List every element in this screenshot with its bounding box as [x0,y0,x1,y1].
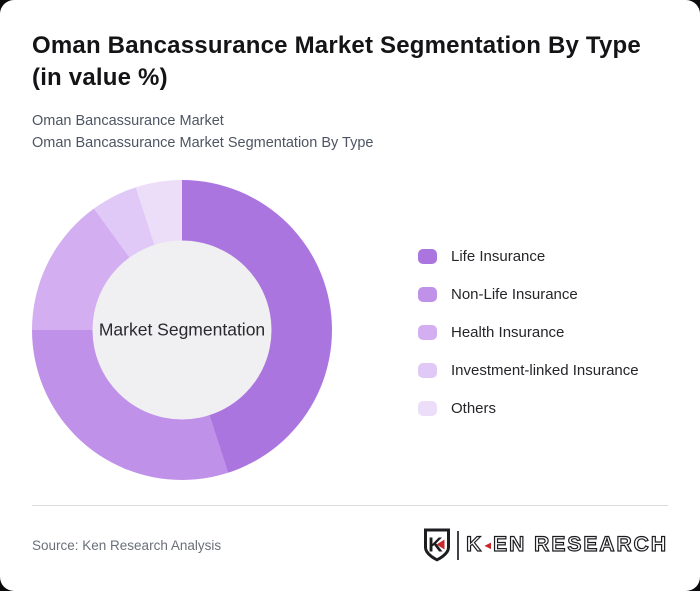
logo-wordmark: K ◄ EN RESEARCH [465,532,668,557]
logo-letter-k: K [465,532,484,556]
donut-center: Market Segmentation [92,240,272,420]
chart-subtitle: Oman Bancassurance Market Oman Bancassur… [32,111,668,154]
legend-swatch-icon [418,325,437,341]
footer-divider [32,505,668,506]
subtitle-line-1: Oman Bancassurance Market [32,113,224,130]
legend-label: Investment-linked Insurance [451,362,639,380]
subtitle-line-2: Oman Bancassurance Market Segmentation B… [32,134,374,151]
shield-letter: K [428,535,443,557]
donut-chart: Market Segmentation [32,180,332,481]
legend-item-investment-linked-insurance: Investment-linked Insurance [418,362,639,380]
legend-swatch-icon [418,249,437,265]
source-attribution: Source: Ken Research Analysis [32,537,222,553]
ken-research-logo: K K ◄ EN RESEARCH [423,528,668,562]
donut-center-label: Market Segmentation [98,319,266,340]
legend-label: Health Insurance [451,324,565,342]
ken-research-shield-icon: K [423,528,450,562]
legend-label: Others [451,400,497,418]
red-triangle-icon [436,539,445,550]
legend-item-others: Others [418,400,639,418]
red-triangle-icon: ◄ [482,539,494,552]
chart-legend: Life Insurance Non-Life Insurance Health… [418,248,639,439]
logo-separator [456,530,460,560]
legend-item-health-insurance: Health Insurance [418,324,639,342]
legend-swatch-icon [418,363,437,379]
legend-swatch-icon [418,287,437,303]
legend-label: Non-Life Insurance [451,286,578,304]
page-title: Oman Bancassurance Market Segmentation B… [32,32,641,92]
logo-text-rest: EN RESEARCH [493,532,668,556]
footer: Source: Ken Research Analysis K K ◄ EN RES… [32,527,668,563]
legend-label: Life Insurance [451,248,546,266]
legend-item-non-life-insurance: Non-Life Insurance [418,286,639,304]
chart-area: Market Segmentation Life Insurance Non-L… [32,180,668,481]
legend-item-life-insurance: Life Insurance [418,248,639,266]
legend-swatch-icon [418,401,437,417]
